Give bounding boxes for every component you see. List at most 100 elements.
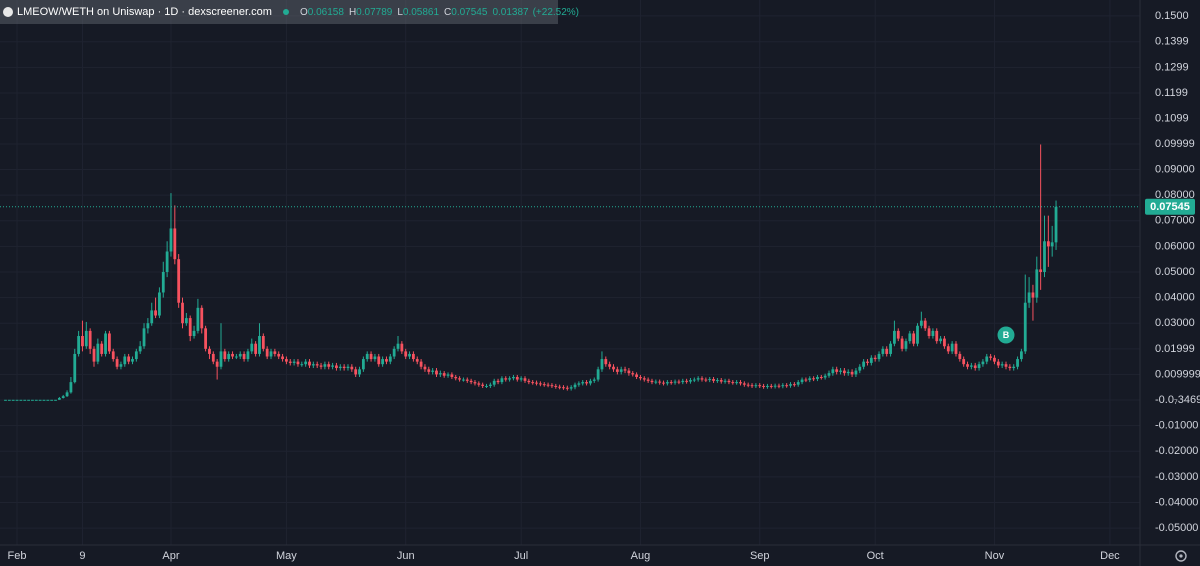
candle-body xyxy=(311,364,315,366)
candle-body xyxy=(1046,241,1050,247)
candle-body xyxy=(977,364,981,369)
candle-body xyxy=(877,353,881,360)
candle-body xyxy=(411,353,415,360)
candle-body xyxy=(265,348,269,357)
candle-body xyxy=(781,385,785,387)
candle-body xyxy=(34,399,38,401)
candle-body xyxy=(700,378,704,380)
candle-body xyxy=(650,380,654,383)
candle-body xyxy=(950,343,954,352)
y-tick-label: -0.05000 xyxy=(1155,522,1198,534)
candle-body xyxy=(665,382,669,384)
candle-body xyxy=(527,380,531,383)
candle-body xyxy=(192,330,196,337)
y-tick-label: -0.03000 xyxy=(1155,471,1198,483)
candle-body xyxy=(596,369,600,380)
candle-body xyxy=(385,359,388,362)
token-icon xyxy=(3,7,13,17)
candle-body xyxy=(912,333,916,344)
candle-body xyxy=(946,346,950,352)
candle-body xyxy=(138,346,142,352)
candle-body xyxy=(404,351,408,357)
candle-body xyxy=(869,357,873,363)
y-tick-label: 0.1399 xyxy=(1155,36,1189,48)
y-tick-label: 0.01999 xyxy=(1155,343,1195,355)
y-tick-label: 0.009999 xyxy=(1155,368,1200,380)
candle-body xyxy=(677,381,681,383)
x-tick-label: Jul xyxy=(514,550,528,562)
candle-body xyxy=(88,330,92,349)
settings-gear-center[interactable] xyxy=(1179,554,1183,558)
candle-body xyxy=(200,307,204,329)
candle-body xyxy=(712,379,715,381)
candle-body xyxy=(862,361,866,367)
y-tick-label: 0.03000 xyxy=(1155,317,1195,329)
grid xyxy=(0,0,1140,545)
candle-body xyxy=(689,380,692,382)
candle-body xyxy=(885,348,889,354)
candle-body xyxy=(839,370,842,372)
candle-body xyxy=(104,333,107,354)
candle-body xyxy=(904,341,908,349)
candle-body xyxy=(338,366,342,369)
candle-body xyxy=(673,381,677,383)
candle-body xyxy=(962,359,966,365)
settings-gear[interactable] xyxy=(1175,550,1187,562)
candle-body xyxy=(319,365,323,367)
candle-body xyxy=(488,384,492,386)
x-tick-label: Nov xyxy=(985,550,1005,562)
candle-body xyxy=(519,378,523,380)
candle-body xyxy=(1016,359,1019,367)
candle-body xyxy=(173,228,177,260)
ohlc-value: 0.07789 xyxy=(356,7,393,18)
candle-body xyxy=(61,396,65,398)
candle-body xyxy=(1031,292,1035,298)
candle-body xyxy=(454,376,458,379)
candle-body xyxy=(589,380,592,384)
candle-body xyxy=(296,361,300,365)
candle-body xyxy=(1043,241,1046,272)
candle-body xyxy=(115,359,119,367)
x-tick-label: Sep xyxy=(750,550,770,562)
candle-body xyxy=(46,399,50,401)
candle-body xyxy=(708,379,712,381)
candle-body xyxy=(642,378,646,380)
candle-body xyxy=(100,343,104,354)
candle-body xyxy=(908,333,912,342)
ohlc-value: 0.05861 xyxy=(403,7,440,18)
candle-body xyxy=(231,353,234,357)
y-tick-label: 0.1299 xyxy=(1155,61,1189,73)
candle-body xyxy=(504,378,508,380)
y-tick-label: 0.07000 xyxy=(1155,215,1195,227)
ohlc-key: H xyxy=(349,7,356,18)
x-tick-label: Dec xyxy=(1100,550,1120,562)
candle-body xyxy=(654,381,658,383)
candle-body xyxy=(315,364,319,366)
candle-body xyxy=(281,356,284,360)
candle-body xyxy=(227,353,231,360)
y-tick-label: 0.1500 xyxy=(1155,10,1189,22)
candle-body xyxy=(723,380,727,382)
candle-body xyxy=(27,399,30,401)
candle-body xyxy=(462,379,465,381)
candle-body xyxy=(931,330,935,337)
settings-icon[interactable] xyxy=(1175,550,1187,562)
y-tick-label: 0.09999 xyxy=(1155,138,1195,150)
ohlc-legend: O0.06158 H0.07789 L0.05861 C0.07545 0.01387 (… xyxy=(300,7,579,18)
candle-body xyxy=(773,385,777,387)
candle-body xyxy=(258,336,261,354)
candle-body xyxy=(565,387,569,389)
candle-body xyxy=(819,376,823,378)
candle-body xyxy=(1035,269,1039,298)
candle-body xyxy=(935,330,939,342)
candle-body xyxy=(458,378,461,380)
candle-body xyxy=(996,361,1000,366)
candle-body xyxy=(123,356,127,365)
candle-body xyxy=(985,356,989,362)
candle-body xyxy=(808,378,812,381)
candle-body xyxy=(181,302,184,324)
status-dot xyxy=(283,9,289,15)
y-tick-label: 0.08000 xyxy=(1155,189,1195,201)
candle-body xyxy=(608,364,612,367)
